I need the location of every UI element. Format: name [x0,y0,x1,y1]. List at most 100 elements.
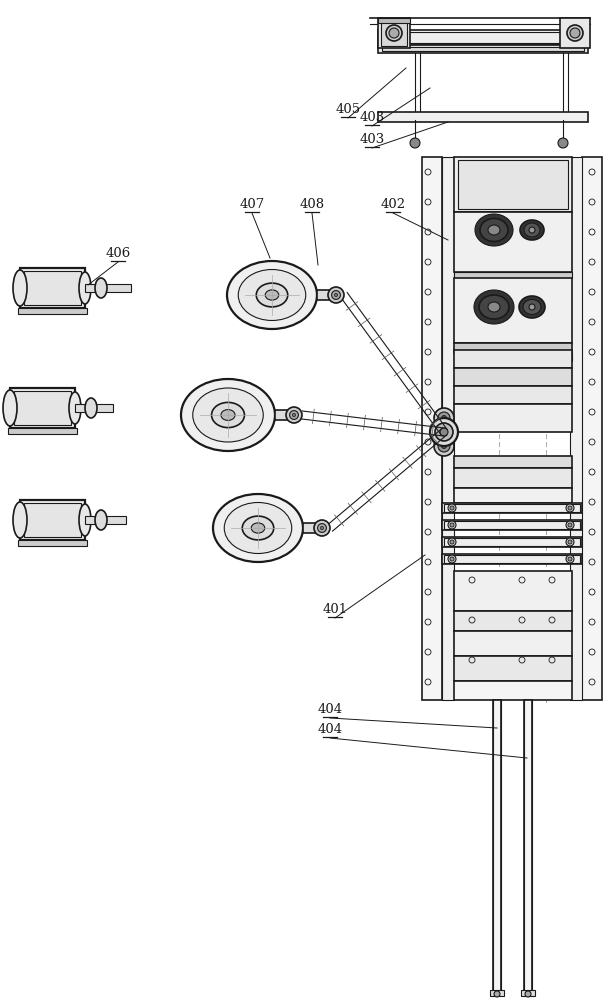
Ellipse shape [79,272,91,304]
Bar [454,386,572,404]
Circle shape [435,423,453,441]
Bar [14,391,71,425]
Bar [454,404,572,432]
Bar [378,45,588,53]
Circle shape [568,506,572,510]
Circle shape [450,557,454,561]
Circle shape [389,28,399,38]
Circle shape [328,287,344,303]
Bar [382,32,584,43]
Circle shape [289,411,299,419]
Bar [303,523,321,533]
Circle shape [525,991,531,997]
Bar [20,500,85,540]
Circle shape [441,416,446,420]
Ellipse shape [529,227,535,233]
Bar [454,571,572,611]
Ellipse shape [95,510,107,530]
Ellipse shape [558,138,568,148]
Circle shape [568,557,572,561]
Ellipse shape [524,223,540,237]
Ellipse shape [181,379,275,451]
Text: 406: 406 [105,247,131,260]
Bar [24,271,81,305]
Circle shape [335,293,338,297]
Circle shape [321,526,324,530]
Circle shape [566,521,574,529]
Circle shape [450,523,454,527]
Text: 407: 407 [239,198,265,211]
Bar [422,157,442,700]
Text: 403: 403 [359,133,384,146]
Bar [442,503,582,513]
Circle shape [292,413,295,417]
Circle shape [438,426,450,438]
Ellipse shape [475,214,513,246]
Text: 401: 401 [322,603,348,616]
Ellipse shape [488,225,500,235]
Ellipse shape [13,502,27,538]
Ellipse shape [213,494,303,562]
Text: 408: 408 [299,198,324,211]
Bar [8,428,77,434]
Bar [10,388,75,428]
Ellipse shape [192,388,263,442]
Ellipse shape [410,138,420,148]
Bar [454,631,572,656]
Bar [454,656,572,681]
Circle shape [434,408,454,428]
Bar [444,538,580,546]
Circle shape [568,540,572,544]
Ellipse shape [529,304,535,310]
Bar [454,368,572,386]
Circle shape [448,504,456,512]
Ellipse shape [224,502,292,554]
Bar [442,537,582,547]
Circle shape [434,422,454,442]
Circle shape [570,28,580,38]
Bar [85,284,101,292]
Ellipse shape [3,390,17,426]
Circle shape [441,430,446,434]
Bar [454,468,572,488]
Ellipse shape [520,220,544,240]
Bar [101,516,126,524]
Ellipse shape [227,261,317,329]
Bar [521,990,535,996]
Circle shape [441,444,446,448]
Bar [85,516,101,524]
Bar [444,555,580,563]
Text: 402: 402 [381,198,406,211]
Bar [444,521,580,529]
Circle shape [438,440,450,452]
Circle shape [494,991,500,997]
Bar [20,268,85,308]
Bar [442,520,582,530]
Ellipse shape [256,283,287,307]
Ellipse shape [480,219,508,241]
Ellipse shape [69,392,81,424]
Bar [454,350,572,368]
Ellipse shape [13,270,27,306]
Bar [101,284,131,292]
Ellipse shape [238,269,306,320]
Bar [570,157,582,700]
Circle shape [568,523,572,527]
Bar [18,308,87,314]
Bar [378,18,410,23]
Bar [458,160,568,209]
Circle shape [314,520,330,536]
Circle shape [566,504,574,512]
Circle shape [450,540,454,544]
Ellipse shape [221,410,235,420]
Ellipse shape [242,516,274,540]
Circle shape [430,418,458,446]
Bar [317,290,335,300]
Ellipse shape [79,504,91,536]
Circle shape [567,25,583,41]
Bar [454,272,572,278]
Bar [582,157,602,700]
Ellipse shape [95,278,107,298]
Circle shape [566,555,574,563]
Bar [24,503,81,537]
